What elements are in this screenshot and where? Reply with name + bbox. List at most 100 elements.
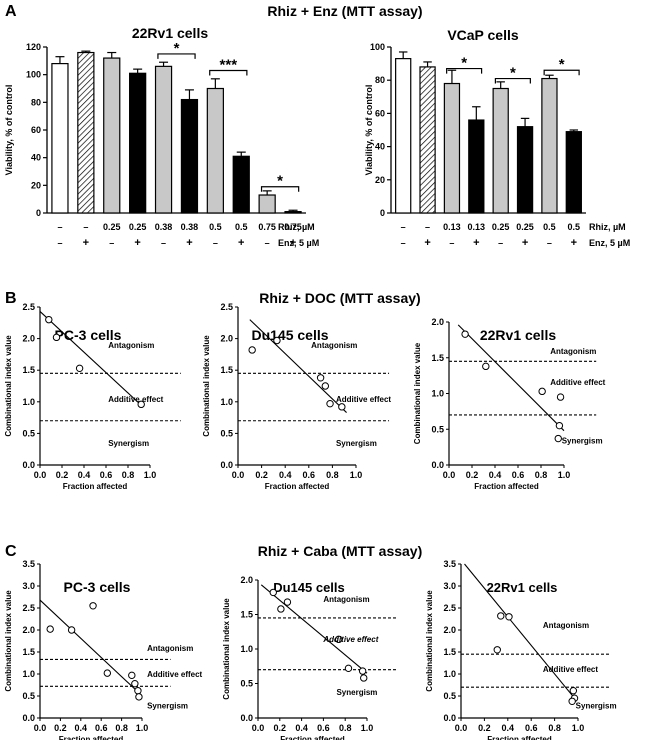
data-point-8 [135,693,143,701]
chart-title: Du145 cells [251,327,328,343]
x-tick-label-0-4: 0.4 [489,470,502,480]
bar-9 [258,194,276,214]
enz-label-4: + [473,237,479,249]
region-label-antagonism: Antagonism [543,621,589,630]
x-tick-label-0-6: 0.6 [100,470,113,480]
bar-7 [206,87,224,214]
y-tick-label-80: 80 [31,97,41,107]
y-tick-label-40: 40 [31,153,41,163]
region-label-additive-effect: Additive effect [550,378,605,387]
x-tick-label-0-0: 0.0 [34,470,47,480]
y-tick-label-2-0: 2.0 [220,334,233,344]
region-label-synergism: Synergism [108,439,149,448]
data-point-6 [358,667,367,675]
bar-2 [419,66,436,214]
region-label-additive-effect: Additive effect [336,395,391,404]
bar-5 [492,87,509,214]
bar-7 [541,77,558,214]
significance-bracket-3 [260,186,300,192]
rhiz-label-3: 0.13 [443,222,461,232]
data-point-3 [316,374,325,382]
chart-title: Du145 cells [273,580,345,595]
data-point-3 [283,598,292,606]
x-tick-label-0-2: 0.2 [478,723,491,733]
y-tick-label-1-5: 1.5 [443,647,456,657]
data-point-7 [134,687,142,695]
regression-line [39,599,141,695]
y-axis-label: Combinational index value [413,342,422,444]
enz-label-9: – [265,238,270,248]
rhiz-label-6: 0.25 [516,222,534,232]
y-tick-label-0-5: 0.5 [22,428,35,438]
y-tick-label-1-0: 1.0 [443,669,456,679]
y-tick-label-0-0: 0.0 [22,713,35,723]
enz-label-7: – [547,238,552,248]
significance-label-1: * [461,55,467,72]
y-tick-label-0-5: 0.5 [22,691,35,701]
regression-line [260,584,368,674]
significance-label-1: * [174,40,180,57]
enz-label-8: + [571,237,577,249]
data-point-1 [461,330,469,338]
region-label-antagonism: Antagonism [311,341,357,350]
panel-letter-b: B [5,290,17,307]
y-tick-label-0-0: 0.0 [431,460,444,470]
bar-4 [468,119,485,214]
x-tick-label-0-2: 0.2 [274,723,287,733]
data-point-2 [52,333,61,342]
enz-label-1: – [401,238,406,248]
bar-8 [565,131,582,214]
region-label-synergism: Synergism [147,701,188,710]
bar-1 [395,58,412,214]
x-tick-label-1-0: 1.0 [136,723,149,733]
enz-label-6: + [186,237,192,249]
y-tick-label-20: 20 [375,175,385,185]
x-tick-label-1-0: 1.0 [361,723,374,733]
x-tick-label-0-6: 0.6 [303,470,316,480]
y-tick-label-1-0: 1.0 [431,389,444,399]
y-tick-label-60: 60 [31,125,41,135]
x-axis-label: Fraction affected [487,735,552,740]
enz-label-8: + [238,237,244,249]
regression-line [464,563,575,699]
x-tick-label-0-8: 0.8 [326,470,339,480]
data-point-5 [128,671,136,680]
x-tick-label-1-0: 1.0 [558,470,571,480]
data-point-2 [277,605,285,613]
y-axis-label: Combinational index value [4,335,13,437]
rhiz-label-10: 0.75 [284,222,302,232]
x-tick-label-0-8: 0.8 [535,470,548,480]
significance-label-3: * [559,56,565,73]
rhiz-label-1: – [401,222,406,232]
data-point-5 [555,421,564,430]
region-label-additive-effect: Additive effect [543,665,598,674]
region-label-antagonism: Antagonism [323,595,369,604]
data-point-4 [137,400,145,409]
y-tick-label-3-0: 3.0 [22,581,35,591]
data-point-4 [556,393,565,401]
region-label-synergism: Synergism [576,701,617,710]
x-tick-label-0-0: 0.0 [34,723,47,733]
chart-title: PC-3 cells [64,579,131,595]
y-tick-label-0: 0 [36,208,41,218]
x-tick-label-0-6: 0.6 [95,723,108,733]
x-tick-label-0-0: 0.0 [443,470,456,480]
chart-title: PC-3 cells [55,327,122,343]
y-tick-label-1-5: 1.5 [22,647,35,657]
y-tick-label-1-5: 1.5 [240,610,253,620]
significance-bracket-3 [543,69,580,76]
enz-row-label: Enz, 5 µM [589,238,630,248]
data-point-2 [482,362,490,371]
data-point-5 [344,664,353,673]
x-tick-label-1-0: 1.0 [350,470,363,480]
enz-label-1: – [57,238,62,248]
bar-3 [443,82,461,214]
y-tick-label-2-0: 2.0 [22,334,35,344]
rhiz-label-3: 0.25 [103,222,121,232]
panel-letter-c: C [5,543,17,560]
y-tick-label-100: 100 [26,70,41,80]
x-axis-label: Fraction affected [265,482,330,491]
rhiz-label-8: 0.5 [568,222,581,232]
enz-label-10: + [290,237,296,249]
enz-label-3: – [109,238,114,248]
